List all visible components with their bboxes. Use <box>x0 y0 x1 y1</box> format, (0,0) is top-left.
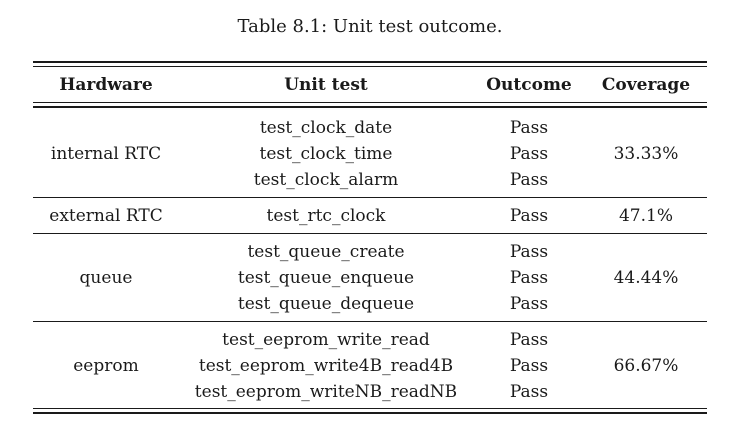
header-coverage: Coverage <box>601 75 691 95</box>
outcome-value: Pass <box>509 170 549 190</box>
row-tests: test_queue_create test_queue_enqueue tes… <box>179 239 473 317</box>
row-tests: test_clock_date test_clock_time test_clo… <box>179 115 473 193</box>
outcome-value: Pass <box>509 144 549 164</box>
test-name: test_queue_dequeue <box>237 294 415 314</box>
row-coverage: 47.1% <box>618 206 673 226</box>
row-outcomes: Pass Pass Pass <box>473 327 585 405</box>
outcome-value: Pass <box>509 206 549 226</box>
row-outcomes: Pass Pass Pass <box>473 115 585 193</box>
row-outcomes: Pass Pass Pass <box>473 239 585 317</box>
outcome-value: Pass <box>509 268 549 288</box>
header-hardware: Hardware <box>59 75 153 95</box>
row-divider <box>33 321 707 322</box>
test-name: test_eeprom_writeNB_readNB <box>194 382 458 402</box>
row-coverage: 33.33% <box>613 144 679 164</box>
outcome-value: Pass <box>509 382 549 402</box>
test-name: test_clock_time <box>259 144 393 164</box>
test-name: test_queue_create <box>247 242 405 262</box>
test-name: test_rtc_clock <box>266 206 386 226</box>
row-hardware: eeprom <box>73 356 139 376</box>
outcome-value: Pass <box>509 330 549 350</box>
row-tests: test_eeprom_write_read test_eeprom_write… <box>179 327 473 405</box>
header-rule-upper <box>33 102 707 103</box>
header-outcome: Outcome <box>486 75 572 95</box>
test-name: test_clock_alarm <box>253 170 399 190</box>
test-name: test_queue_enqueue <box>237 268 415 288</box>
header-unit-test: Unit test <box>284 75 368 95</box>
row-hardware: internal RTC <box>50 144 162 164</box>
outcome-value: Pass <box>509 242 549 262</box>
row-coverage: 44.44% <box>613 268 679 288</box>
row-divider <box>33 197 707 198</box>
outcome-value: Pass <box>509 356 549 376</box>
header-rule-lower <box>33 106 707 108</box>
top-rule-inner <box>33 66 707 67</box>
test-name: test_clock_date <box>259 118 393 138</box>
bottom-rule-upper <box>33 408 707 409</box>
outcome-value: Pass <box>509 118 549 138</box>
row-coverage: 66.67% <box>613 356 679 376</box>
bottom-rule-lower <box>33 412 707 414</box>
row-divider <box>33 233 707 234</box>
row-hardware: queue <box>79 268 133 288</box>
outcome-value: Pass <box>509 294 549 314</box>
top-rule <box>33 61 707 63</box>
table-caption: Table 8.1: Unit test outcome. <box>237 16 503 37</box>
row-hardware: external RTC <box>49 206 163 226</box>
test-name: test_eeprom_write4B_read4B <box>198 356 454 376</box>
test-name: test_eeprom_write_read <box>222 330 430 350</box>
